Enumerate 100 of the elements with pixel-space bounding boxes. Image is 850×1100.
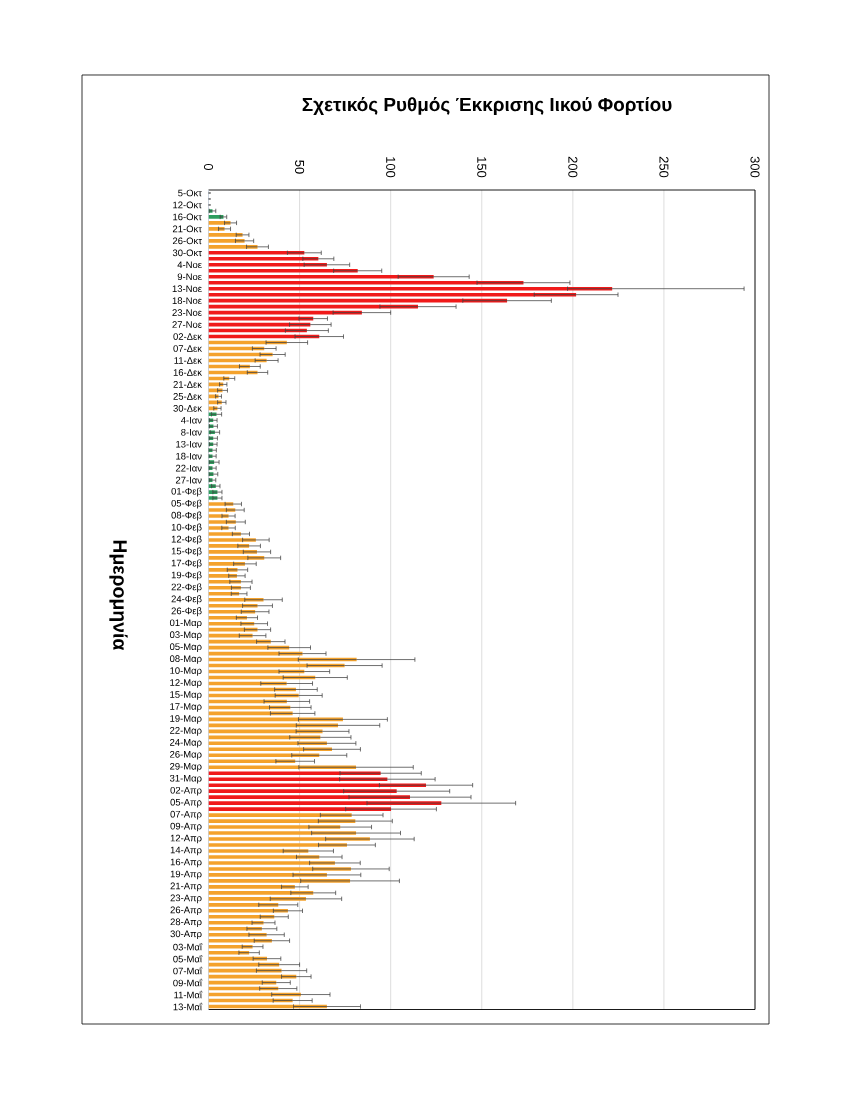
y-tick-label: 18-Ιαν	[176, 452, 202, 460]
bar	[208, 609, 256, 614]
y-tick-label: 12-Μαρ	[170, 679, 202, 688]
bar	[208, 920, 264, 925]
bar	[208, 268, 358, 273]
y-tick-label: 16-Απρ	[170, 858, 202, 868]
y-tick-label: 26-Φεβ	[171, 607, 202, 617]
y-tick-label: 16-Οκτ	[173, 213, 202, 221]
y-tick-label: 14-Απρ	[170, 846, 202, 856]
y-tick-label: 9-Νοε	[177, 273, 202, 281]
y-axis-title: Ημερομηνία	[109, 540, 128, 651]
bar	[208, 771, 381, 776]
bar	[208, 789, 397, 793]
chart-title: Σχετικός Ρυθμός Έκκρισης Ιικού Φορτίου	[302, 97, 672, 115]
y-tick-label: 23-Νοε	[172, 309, 202, 316]
bar	[208, 753, 320, 758]
bar	[208, 256, 319, 261]
y-tick-label: 8-Ιαν	[181, 428, 202, 436]
x-tick-label: 250	[659, 156, 669, 178]
y-tick-label: 27-Ιαν	[175, 476, 202, 484]
y-tick-label: 26-Απρ	[170, 906, 202, 916]
y-tick-label: 03-Μαΐ	[173, 942, 203, 951]
y-tick-label: 19-Μαρ	[170, 715, 202, 724]
bar	[208, 262, 327, 267]
y-tick-label: 4-Νοε	[177, 261, 202, 269]
y-tick-label: 22-Φεβ	[171, 583, 202, 593]
bar	[208, 251, 305, 255]
y-tick-label: 26-Οκτ	[172, 237, 202, 245]
y-tick-label: 13-Ιαν	[176, 440, 202, 448]
y-tick-label: 29-Μαρ	[170, 762, 202, 772]
y-tick-label: 15-Μαρ	[170, 691, 202, 700]
y-tick-label: 11-Μαΐ	[174, 990, 203, 999]
y-tick-label: 5-Οκτ	[178, 189, 202, 197]
y-tick-label: 13-Μαΐ	[173, 1002, 203, 1011]
y-tick-label: 10-Φεβ	[171, 523, 202, 533]
y-tick-label: 01-Φεβ	[171, 487, 202, 497]
bar	[208, 938, 272, 943]
y-tick-label: 01-Μαρ	[169, 619, 202, 628]
y-tick-label: 27-Νοε	[172, 321, 202, 328]
x-tick-label: 0	[203, 163, 214, 171]
y-tick-label: 22-Μαρ	[170, 727, 202, 736]
y-tick-label: 11-Δεκ	[174, 357, 202, 364]
bar	[208, 245, 258, 249]
bar	[208, 777, 388, 782]
y-tick-label: 12-Οκτ	[173, 201, 202, 209]
y-tick-label: 23-Απρ	[170, 894, 202, 904]
y-tick-label: 05-Μαΐ	[173, 954, 203, 963]
y-tick-label: 09-Μαΐ	[173, 978, 203, 987]
x-tick-label: 50	[295, 160, 305, 174]
y-tick-label: 07-Απρ	[170, 810, 202, 820]
y-tick-label: 22-Ιαν	[175, 464, 202, 472]
y-tick-label: 15-Φεβ	[171, 547, 202, 557]
y-tick-label: 05-Φεβ	[171, 499, 202, 509]
y-tick-label: 07-Δεκ	[173, 345, 202, 352]
bar	[208, 591, 240, 596]
bar	[208, 280, 524, 285]
y-tick-label: 21-Οκτ	[172, 225, 202, 233]
y-tick-label: 19-Φεβ	[171, 571, 202, 581]
x-tick-label: 300	[750, 156, 760, 178]
bar	[208, 885, 295, 889]
y-tick-label: 25-Δεκ	[173, 393, 202, 400]
x-tick-label: 100	[386, 157, 396, 178]
bar	[208, 843, 347, 847]
y-tick-label: 24-Μαρ	[170, 739, 202, 748]
y-tick-label: 19-Απρ	[170, 870, 202, 880]
bar	[208, 861, 335, 865]
y-tick-label: 12-Φεβ	[171, 535, 202, 545]
bar	[208, 274, 434, 279]
bar	[208, 909, 288, 913]
bar	[208, 855, 320, 859]
y-tick-label: 24-Φεβ	[171, 595, 202, 605]
y-tick-label: 05-Απρ	[170, 798, 202, 808]
y-tick-label: 08-Μαρ	[169, 655, 202, 664]
bar	[208, 286, 613, 291]
y-tick-label: 12-Απρ	[170, 834, 202, 844]
y-tick-label: 30-Απρ	[170, 930, 202, 940]
bar	[208, 903, 279, 907]
y-tick-label: 03-Μαρ	[169, 631, 202, 640]
y-tick-label: 16-Δεκ	[173, 369, 202, 376]
bar	[208, 795, 410, 799]
y-tick-label: 10-Μαρ	[170, 667, 202, 676]
bar	[208, 585, 241, 590]
y-tick-label: 17-Μαρ	[170, 703, 202, 712]
y-tick-label: 4-Ιαν	[180, 416, 202, 424]
y-tick-label: 21-Απρ	[170, 882, 202, 892]
y-tick-label: 17-Φεβ	[171, 559, 202, 569]
y-tick-label: 30-Οκτ	[172, 249, 202, 257]
x-tick-label: 150	[477, 157, 487, 178]
y-tick-label: 26-Μαρ	[170, 750, 202, 760]
bar	[208, 759, 296, 764]
y-tick-label: 30-Δεκ	[173, 404, 202, 412]
y-tick-label: 08-Φεβ	[171, 511, 202, 521]
y-tick-label: 07-Μαΐ	[173, 966, 203, 975]
y-tick-label: 13-Νοε	[172, 285, 202, 293]
y-tick-label: 02-Δεκ	[173, 333, 202, 340]
y-tick-label: 28-Απρ	[170, 918, 202, 928]
bar	[208, 944, 253, 949]
x-tick-label: 200	[568, 156, 578, 178]
y-tick-label: 21-Δεκ	[173, 381, 202, 388]
y-tick-label: 09-Απρ	[170, 822, 202, 832]
